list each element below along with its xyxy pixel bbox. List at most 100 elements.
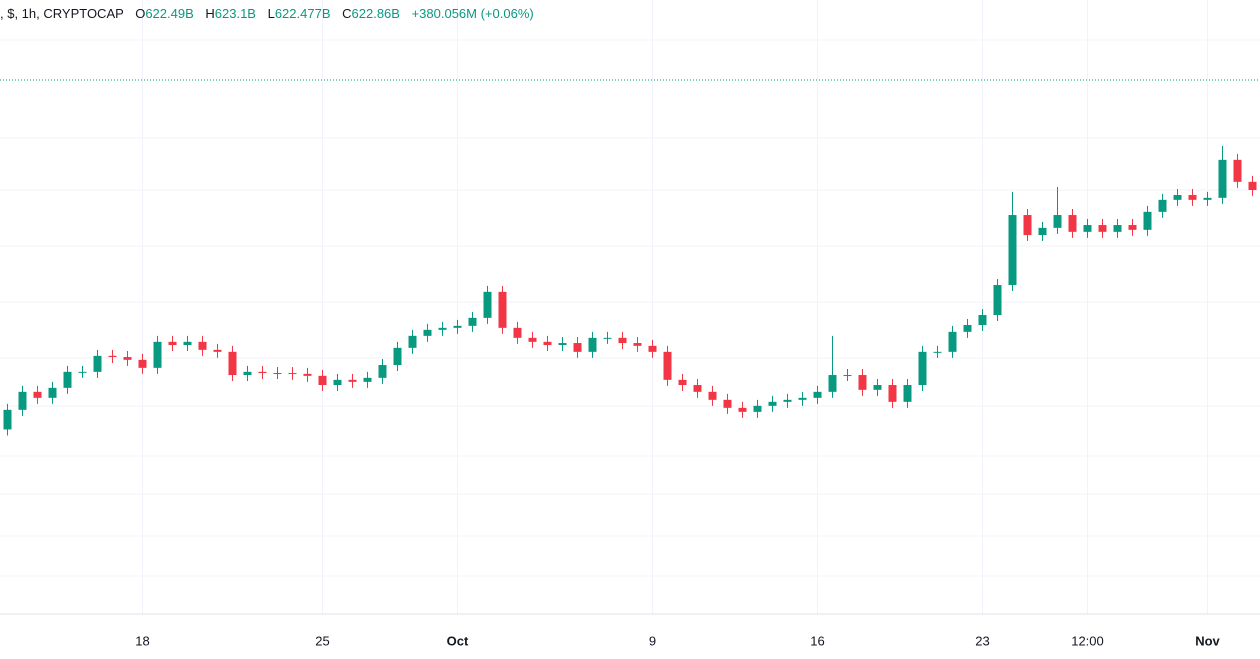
candle-body bbox=[738, 407, 747, 412]
candle-body bbox=[858, 375, 867, 390]
candle-body bbox=[708, 391, 717, 400]
candle-body bbox=[1203, 197, 1212, 200]
candle-body bbox=[78, 371, 87, 373]
candle-body bbox=[573, 343, 582, 352]
candle-body bbox=[813, 391, 822, 398]
candle-body bbox=[93, 355, 102, 372]
candle-body bbox=[168, 341, 177, 346]
change: +380.056M (+0.06%) bbox=[412, 6, 534, 21]
candle-body bbox=[1218, 159, 1227, 198]
candle-body bbox=[498, 291, 507, 328]
candle-body bbox=[123, 357, 132, 360]
candle-body bbox=[588, 337, 597, 352]
high-label: H bbox=[205, 6, 214, 21]
high-value: 623.1B bbox=[215, 6, 256, 21]
candle-body bbox=[33, 391, 42, 398]
x-tick-label: Nov bbox=[1195, 633, 1220, 648]
candle-body bbox=[543, 341, 552, 346]
candle-body bbox=[213, 349, 222, 352]
x-tick-label: 23 bbox=[975, 633, 989, 648]
candle-body bbox=[18, 391, 27, 410]
candle-body bbox=[1053, 215, 1062, 228]
candle-body bbox=[963, 325, 972, 332]
candle-body bbox=[648, 345, 657, 352]
candle-body bbox=[138, 359, 147, 368]
candle-body bbox=[948, 331, 957, 352]
candle-body bbox=[1008, 215, 1017, 286]
candle-body bbox=[1023, 215, 1032, 236]
candle-body bbox=[1248, 181, 1257, 190]
candle-body bbox=[228, 351, 237, 376]
candle-body bbox=[1068, 215, 1077, 232]
candle-body bbox=[693, 385, 702, 392]
symbol: , $, 1h, CRYPTOCAP bbox=[0, 6, 124, 21]
candle-body bbox=[888, 385, 897, 402]
candle-body bbox=[903, 385, 912, 402]
candle-body bbox=[1113, 225, 1122, 232]
candle-body bbox=[753, 405, 762, 412]
close-value: 622.86B bbox=[352, 6, 400, 21]
candle-body bbox=[978, 315, 987, 326]
candle-body bbox=[48, 387, 57, 398]
low-label: L bbox=[268, 6, 275, 21]
candle-body bbox=[243, 371, 252, 376]
candle-body bbox=[873, 385, 882, 390]
candle-body bbox=[378, 365, 387, 378]
candle-body bbox=[723, 399, 732, 408]
candle-body bbox=[393, 347, 402, 366]
candle-body bbox=[183, 341, 192, 346]
candle-body bbox=[63, 371, 72, 388]
candle-body bbox=[993, 285, 1002, 316]
x-tick-label: 16 bbox=[810, 633, 824, 648]
x-tick-label: Oct bbox=[447, 633, 469, 648]
candle-body bbox=[1173, 195, 1182, 200]
candle-body bbox=[1128, 225, 1137, 230]
open-label: O bbox=[135, 6, 145, 21]
candle-body bbox=[513, 327, 522, 338]
x-tick-label: 9 bbox=[649, 633, 656, 648]
candle-body bbox=[333, 379, 342, 386]
close-label: C bbox=[342, 6, 351, 21]
candle-body bbox=[933, 351, 942, 353]
candle-body bbox=[3, 409, 12, 430]
candle-body bbox=[318, 375, 327, 386]
x-tick-label: 25 bbox=[315, 633, 329, 648]
candle-body bbox=[198, 341, 207, 350]
candle-body bbox=[678, 379, 687, 386]
candle-body bbox=[1188, 195, 1197, 200]
candle-body bbox=[783, 399, 792, 402]
candle-body bbox=[348, 379, 357, 382]
candle-body bbox=[1233, 159, 1242, 182]
candle-body bbox=[1158, 199, 1167, 212]
candle-body bbox=[153, 341, 162, 368]
candle-body bbox=[273, 373, 282, 375]
candle-body bbox=[1098, 225, 1107, 232]
candle-body bbox=[303, 373, 312, 376]
ohlc-header: , $, 1h, CRYPTOCAP O622.49B H623.1B L622… bbox=[0, 6, 534, 21]
candle-body bbox=[768, 401, 777, 406]
candle-body bbox=[423, 329, 432, 336]
candle-body bbox=[1083, 225, 1092, 232]
candle-body bbox=[468, 317, 477, 326]
candle-body bbox=[798, 397, 807, 400]
candle-body bbox=[258, 371, 267, 374]
low-value: 622.477B bbox=[275, 6, 331, 21]
candle-body bbox=[558, 343, 567, 346]
candle-body bbox=[483, 291, 492, 318]
candle-body bbox=[363, 377, 372, 382]
open-value: 622.49B bbox=[145, 6, 193, 21]
candle-body bbox=[453, 325, 462, 328]
candle-body bbox=[603, 337, 612, 339]
candle-body bbox=[843, 375, 852, 377]
candle-body bbox=[438, 327, 447, 330]
x-tick-label: 18 bbox=[135, 633, 149, 648]
candle-body bbox=[408, 335, 417, 348]
candle-body bbox=[663, 351, 672, 380]
candle-body bbox=[618, 337, 627, 344]
candle-body bbox=[1038, 227, 1047, 236]
candle-body bbox=[633, 343, 642, 346]
candle-body bbox=[288, 373, 297, 375]
candle-body bbox=[828, 375, 837, 392]
candle-body bbox=[1143, 211, 1152, 230]
